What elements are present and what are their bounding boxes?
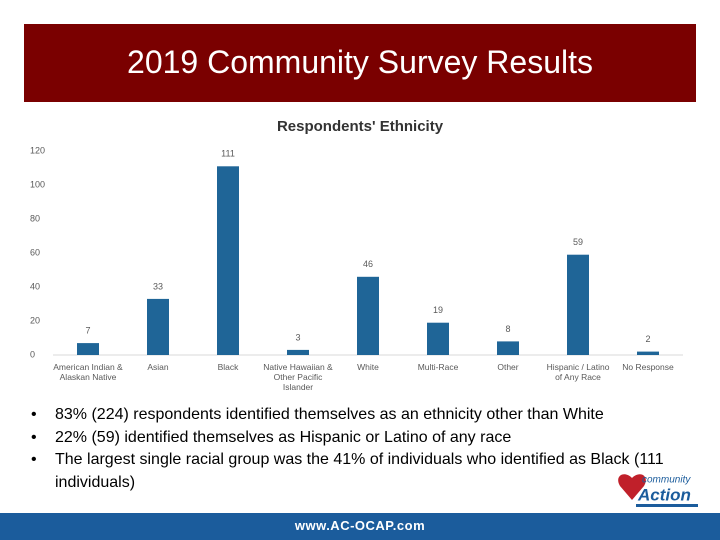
logo-text: Action [637, 485, 691, 504]
data-label: 46 [363, 259, 373, 269]
x-tick-label: Black [217, 362, 239, 372]
data-label: 111 [221, 149, 235, 159]
x-label-box: Asian [147, 362, 169, 372]
data-label: 2 [645, 334, 650, 344]
x-tick-label: Multi-Race [417, 362, 459, 372]
slide-title: 2019 Community Survey Results [24, 24, 696, 102]
x-label-box: No Response [622, 362, 674, 372]
y-tick-label: 80 [30, 213, 40, 223]
logo-text: community [642, 475, 691, 486]
data-label: 59 [573, 237, 583, 247]
y-tick-label: 120 [30, 145, 45, 155]
x-label-box: Black [217, 362, 239, 372]
data-label: 19 [433, 305, 443, 315]
x-tick-label: American Indian & Alaskan Native [53, 362, 123, 382]
data-label: 7 [85, 325, 90, 335]
y-tick-label: 40 [30, 281, 40, 291]
bullet: The largest single racial group was the … [28, 449, 668, 494]
logo-heart [618, 474, 646, 500]
bar [497, 341, 519, 355]
x-label-box: White [357, 362, 379, 372]
x-tick-label: No Response [622, 362, 674, 372]
logo: community Action [618, 474, 698, 507]
bar [287, 349, 309, 355]
y-tick-label: 20 [30, 315, 40, 325]
bar [637, 351, 659, 355]
bullet: 83% (224) respondents identified themsel… [28, 404, 668, 427]
x-label-box: Native Hawaiian & Other Pacific Islander [263, 362, 333, 392]
x-tick-label: Asian [147, 362, 169, 372]
x-label-box: Hispanic / Latino of Any Race [546, 362, 610, 382]
x-tick-label: Native Hawaiian & Other Pacific Islander [263, 362, 333, 392]
logo-bar [636, 504, 698, 507]
footer: www.AC-OCAP.com [0, 513, 720, 540]
bullet: 22% (59) identified themselves as Hispan… [28, 427, 668, 450]
data-label: 3 [295, 332, 300, 342]
chart: Respondents' Ethnicity 0 20 40 60 80 100 120 Am… [30, 118, 683, 392]
y-tick-label: 100 [30, 179, 45, 189]
bullet-list: 83% (224) respondents identified themsel… [28, 404, 668, 494]
y-tick-label: 60 [30, 247, 40, 257]
bar [77, 343, 99, 355]
bar [567, 254, 589, 355]
bar [147, 298, 169, 355]
bar [217, 166, 239, 355]
x-tick-label: White [357, 362, 379, 372]
data-label: 33 [153, 281, 163, 291]
chart-title: Respondents' Ethnicity [277, 118, 444, 135]
bar [427, 322, 449, 355]
x-label-box: American Indian & Alaskan Native [53, 362, 123, 382]
bar [357, 276, 379, 355]
x-label-box: Other [497, 362, 519, 372]
y-tick-label: 0 [30, 349, 35, 359]
data-label: 8 [505, 324, 510, 334]
x-label-box: Multi-Race [417, 362, 459, 372]
x-tick-label: Other [497, 362, 519, 372]
x-tick-label: Hispanic / Latino of Any Race [546, 362, 610, 382]
